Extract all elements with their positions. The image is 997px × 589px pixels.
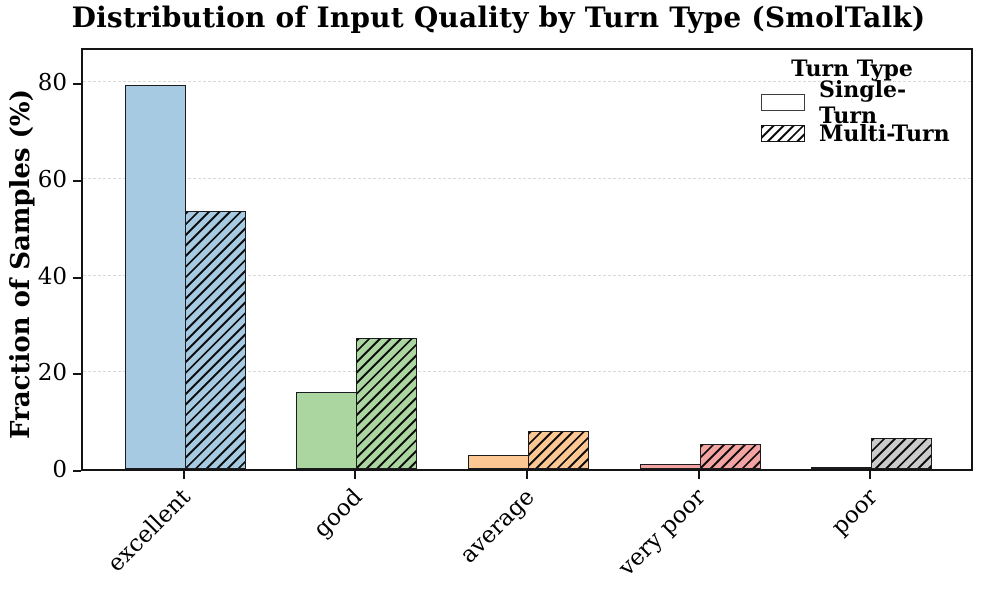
bar-excellent-single-turn [124, 85, 186, 469]
bar-excellent-multi-turn [184, 210, 246, 469]
legend: Turn Type Single-Turn Multi-Turn [745, 56, 959, 149]
y-tick-mark-80 [73, 83, 81, 86]
x-tick-label-very-poor: very poor [613, 484, 711, 582]
legend-entry-multi-turn: Multi-Turn [745, 118, 959, 149]
x-tick-mark-excellent [182, 471, 185, 479]
x-tick-mark-good [354, 471, 357, 479]
y-tick-label-80: 80 [37, 70, 67, 97]
y-tick-mark-60 [73, 179, 81, 182]
bar-poor-single-turn [811, 467, 873, 469]
x-tick-label-poor: poor [826, 484, 883, 541]
x-tick-mark-very-poor [697, 471, 700, 479]
plot-area: Turn Type Single-Turn Multi-Turn [81, 48, 973, 471]
legend-entry-single-turn: Single-Turn [745, 77, 959, 129]
y-tick-label-40: 40 [37, 263, 67, 290]
bar-average-multi-turn [528, 431, 589, 469]
chart-title: Distribution of Input Quality by Turn Ty… [71, 1, 926, 34]
x-tick-label-excellent: excellent [103, 484, 197, 577]
bar-very-poor-multi-turn [699, 444, 761, 469]
y-tick-mark-40 [73, 276, 81, 279]
x-tick-label-average: average [454, 484, 540, 569]
multi-turn-swatch-icon [761, 125, 805, 142]
bar-average-single-turn [468, 454, 529, 469]
legend-label-single-turn: Single-Turn [819, 76, 907, 129]
y-tick-mark-0 [73, 470, 81, 472]
legend-label-multi-turn: Multi-Turn [819, 120, 950, 147]
y-tick-label-0: 0 [52, 457, 67, 483]
x-tick-mark-poor [869, 471, 872, 479]
x-tick-label-good: good [309, 484, 368, 543]
bar-very-poor-single-turn [639, 463, 701, 469]
x-tick-mark-average [526, 471, 528, 479]
bar-good-multi-turn [356, 337, 418, 469]
y-tick-label-20: 20 [37, 360, 67, 387]
y-tick-label-60: 60 [37, 166, 67, 193]
bar-poor-multi-turn [871, 438, 933, 469]
bar-good-single-turn [296, 392, 358, 469]
gridline-80 [83, 81, 971, 83]
gridline-60 [83, 177, 971, 179]
single-turn-swatch-icon [761, 94, 805, 111]
y-tick-mark-20 [73, 373, 81, 376]
gridline-40 [83, 274, 971, 276]
legend-title: Turn Type [791, 56, 913, 82]
gridline-20 [83, 371, 971, 373]
